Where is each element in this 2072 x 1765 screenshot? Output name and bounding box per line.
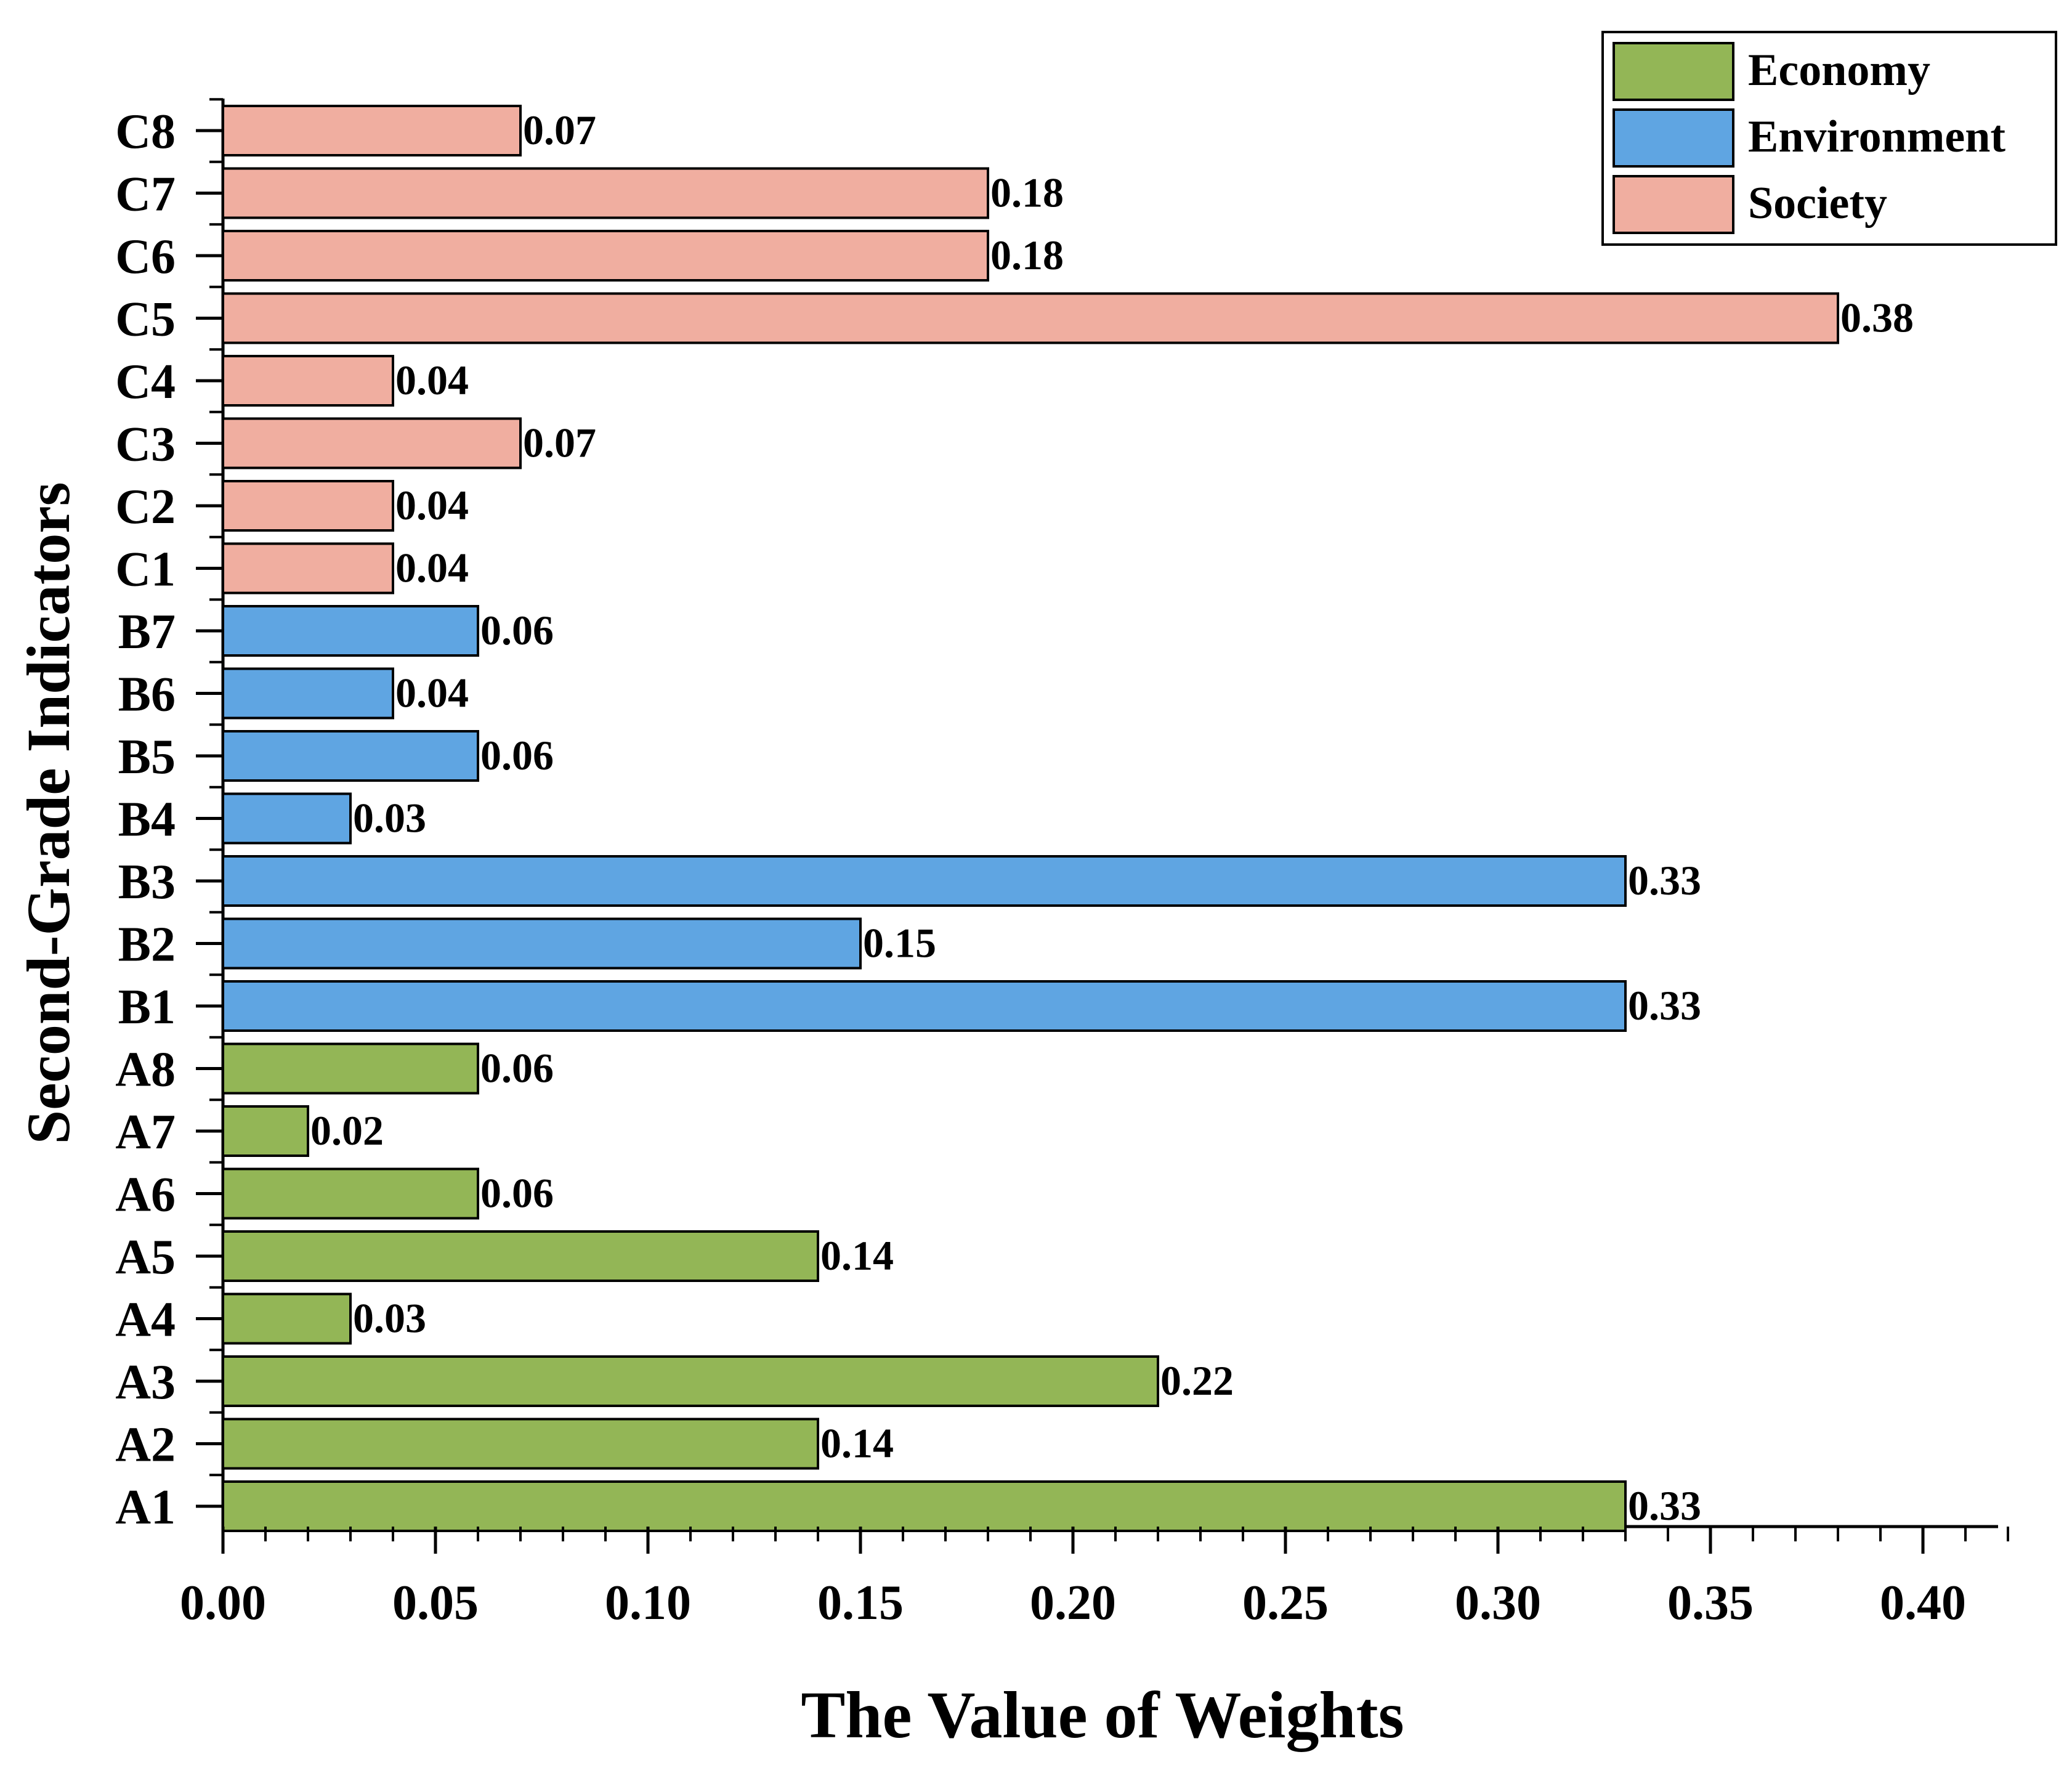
value-label-c4: 0.04 [395, 357, 469, 404]
legend-swatch-environment [1613, 108, 1734, 168]
bar-a2 [222, 1418, 819, 1470]
value-label-c8: 0.07 [523, 107, 596, 153]
bar-c3 [222, 417, 522, 469]
bar-c6 [222, 230, 989, 282]
bar-a8 [222, 1042, 479, 1095]
y-axis-title: Second-Grade Indicators [14, 482, 83, 1145]
y-tick-label-b3: B3 [118, 855, 176, 909]
x-tick-label-0.20: 0.20 [1030, 1576, 1116, 1630]
legend-label-environment: Environment [1748, 112, 2005, 162]
legend: Economy Environment Society [1601, 31, 2057, 246]
bar-a6 [222, 1167, 479, 1220]
x-tick-label-0.40: 0.40 [1880, 1576, 1966, 1630]
bar-b1 [222, 980, 1627, 1032]
y-tick-label-a7: A7 [115, 1105, 176, 1159]
bar-b7 [222, 605, 479, 657]
value-label-a8: 0.06 [480, 1045, 554, 1092]
value-label-c7: 0.18 [990, 169, 1064, 216]
value-label-b5: 0.06 [480, 732, 554, 779]
value-label-c2: 0.04 [395, 482, 469, 529]
value-label-a7: 0.02 [310, 1107, 384, 1154]
y-tick-label-a1: A1 [115, 1480, 176, 1535]
value-label-b3: 0.33 [1628, 857, 1701, 904]
x-tick-label-0.00: 0.00 [180, 1576, 266, 1630]
y-tick-label-b6: B6 [118, 668, 176, 722]
y-tick-label-b7: B7 [118, 605, 176, 659]
value-label-b1: 0.33 [1628, 982, 1701, 1029]
bar-b6 [222, 667, 394, 720]
bar-a1 [222, 1480, 1627, 1532]
y-tick-label-a4: A4 [115, 1293, 176, 1347]
bar-c5 [222, 292, 1839, 344]
bar-c2 [222, 480, 394, 532]
bar-b2 [222, 917, 862, 970]
y-tick-label-c2: C2 [115, 480, 176, 534]
value-label-a5: 0.14 [820, 1232, 894, 1279]
bar-b5 [222, 730, 479, 782]
value-label-b4: 0.03 [353, 795, 426, 842]
ticks-layer: A1 A2 A3 A4 A5 A6 A7 A8 B1 B2 B3 B4 B5 B6 B7 C1 C2 C3 C4 C5… [115, 98, 2009, 1630]
bar-a7 [222, 1105, 309, 1157]
bar-c1 [222, 542, 394, 594]
y-tick-label-c8: C8 [115, 105, 176, 159]
bar-b4 [222, 792, 352, 845]
value-label-a2: 0.14 [820, 1420, 894, 1467]
bar-c7 [222, 167, 989, 219]
y-tick-label-a2: A2 [115, 1418, 176, 1472]
y-tick-label-c4: C4 [115, 355, 176, 409]
value-label-a1: 0.33 [1628, 1482, 1701, 1529]
bar-c4 [222, 355, 394, 407]
legend-swatch-society [1613, 175, 1734, 234]
value-label-c6: 0.18 [990, 232, 1064, 278]
value-label-c1: 0.04 [395, 545, 469, 591]
value-label-a3: 0.22 [1160, 1357, 1234, 1404]
bar-a5 [222, 1230, 819, 1282]
bar-a3 [222, 1355, 1159, 1407]
value-label-c5: 0.38 [1840, 294, 1914, 341]
value-label-b2: 0.15 [863, 920, 936, 967]
y-tick-label-b5: B5 [118, 730, 176, 784]
y-tick-label-a3: A3 [115, 1355, 176, 1410]
value-label-c3: 0.07 [523, 420, 596, 466]
y-tick-label-c5: C5 [115, 293, 176, 347]
value-label-b6: 0.04 [395, 670, 469, 716]
bar-c8 [222, 105, 522, 156]
y-tick-label-b2: B2 [118, 918, 176, 972]
x-tick-label-0.35: 0.35 [1667, 1576, 1754, 1630]
x-axis-title: The Value of Weights [801, 1679, 1404, 1752]
labels-layer: 0.33 0.14 0.22 0.03 0.14 0.06 0.02 0.06 0.33 0.15… [310, 107, 1914, 1529]
x-tick-label-0.30: 0.30 [1455, 1576, 1541, 1630]
x-tick-label-0.10: 0.10 [605, 1576, 691, 1630]
x-tick-label-0.25: 0.25 [1242, 1576, 1329, 1630]
value-label-a4: 0.03 [353, 1295, 426, 1342]
y-tick-label-c7: C7 [115, 168, 176, 222]
y-tick-label-c3: C3 [115, 418, 176, 472]
bar-b3 [222, 855, 1627, 907]
value-label-b7: 0.06 [480, 607, 554, 654]
x-tick-label-0.05: 0.05 [392, 1576, 479, 1630]
y-tick-label-c6: C6 [115, 230, 176, 284]
legend-swatch-economy [1613, 42, 1734, 101]
bars-layer [222, 105, 1839, 1532]
y-tick-label-a8: A8 [115, 1043, 176, 1097]
legend-label-economy: Economy [1748, 45, 1930, 95]
value-label-a6: 0.06 [480, 1170, 554, 1217]
y-tick-label-b4: B4 [118, 793, 176, 847]
bar-a4 [222, 1292, 352, 1345]
x-tick-label-0.15: 0.15 [817, 1576, 904, 1630]
legend-label-society: Society [1748, 178, 1887, 229]
y-tick-label-a5: A5 [115, 1230, 176, 1284]
y-tick-label-c1: C1 [115, 543, 176, 597]
y-tick-label-b1: B1 [118, 980, 176, 1034]
y-tick-label-a6: A6 [115, 1168, 176, 1222]
